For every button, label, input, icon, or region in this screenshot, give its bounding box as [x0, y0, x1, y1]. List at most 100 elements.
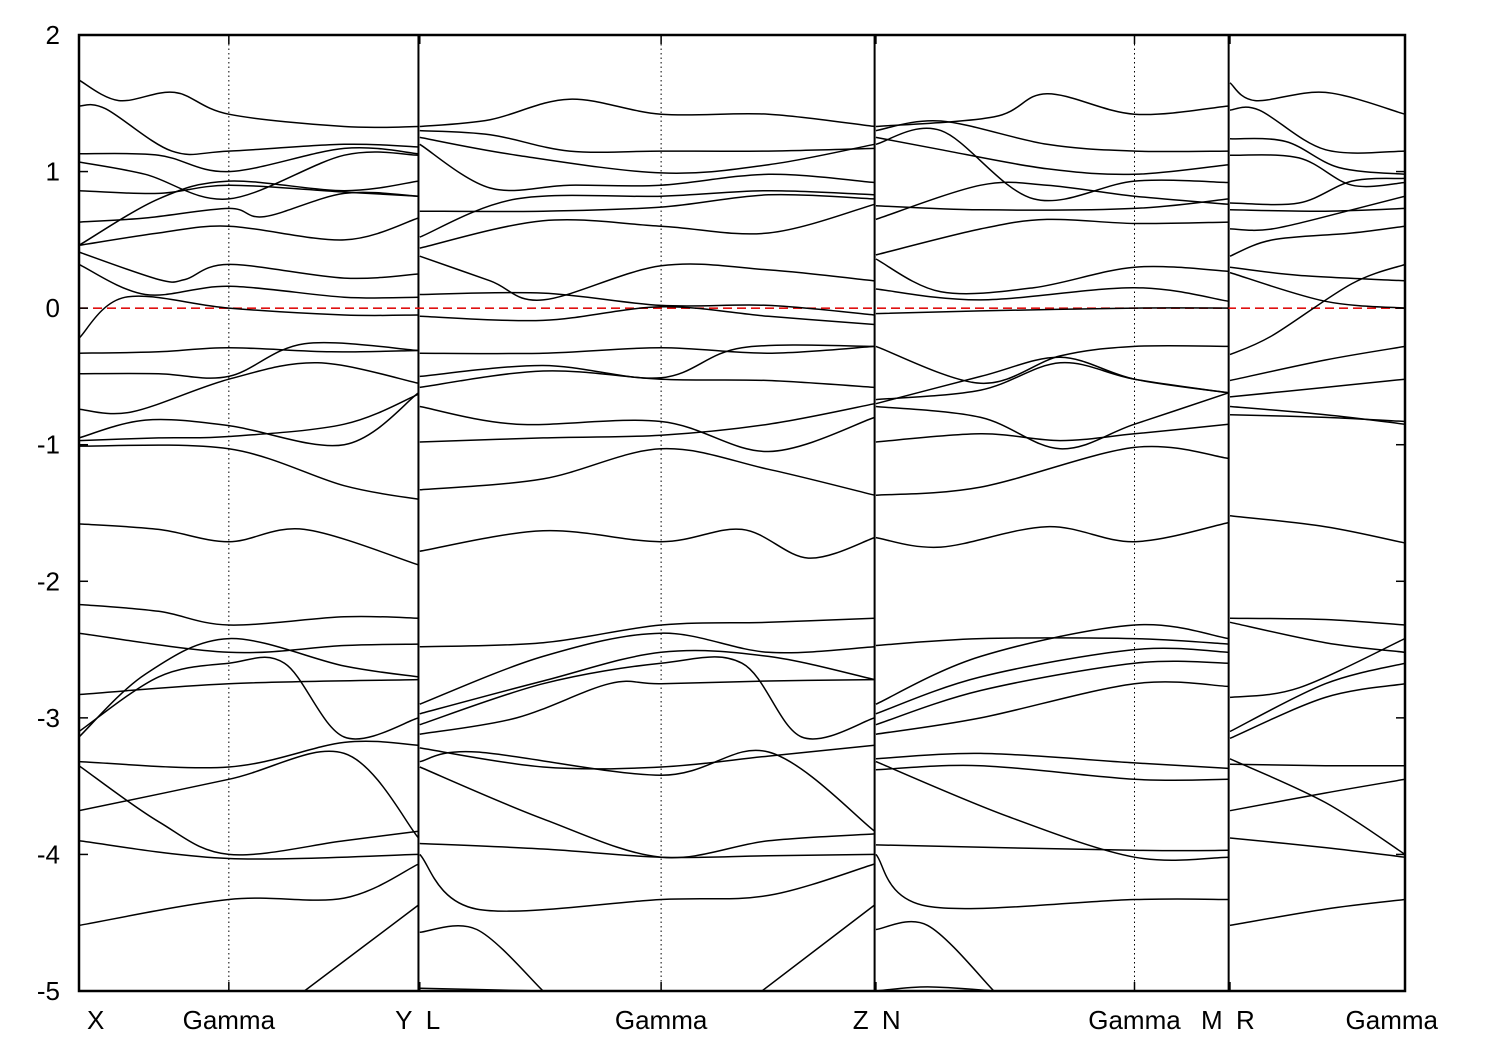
band-line	[1229, 763, 1405, 767]
y-tick-label: 2	[46, 20, 60, 50]
band-line	[1229, 207, 1405, 212]
band-line	[1229, 662, 1405, 733]
band-line	[875, 920, 995, 991]
band-line	[79, 147, 419, 173]
band-line	[1229, 345, 1405, 382]
band-line	[79, 603, 419, 626]
band-line	[875, 136, 1229, 176]
band-line	[79, 444, 419, 501]
x-tick-label: L	[426, 1005, 440, 1035]
band-line	[419, 528, 875, 559]
band-line	[875, 119, 1229, 153]
band-line	[419, 129, 875, 154]
x-tick-label: X	[87, 1005, 104, 1035]
band-line	[875, 127, 1229, 202]
y-tick-label: 1	[46, 157, 60, 187]
band-line	[79, 765, 419, 856]
band-line	[1229, 837, 1405, 858]
band-line	[1229, 263, 1405, 356]
y-tick-label: -1	[37, 430, 60, 460]
band-line	[79, 341, 419, 379]
band-line	[875, 637, 1229, 647]
x-tick-label: Gamma	[1088, 1005, 1181, 1035]
band-line	[1229, 621, 1405, 654]
band-line	[419, 306, 875, 326]
band-line	[875, 760, 1229, 861]
band-line	[875, 623, 1229, 705]
band-line	[79, 362, 419, 415]
band-line	[1229, 898, 1405, 927]
band-line	[419, 678, 875, 735]
band-line	[419, 255, 875, 301]
band-line	[419, 447, 875, 496]
x-tick-label: Gamma	[615, 1005, 708, 1035]
band-line	[79, 263, 419, 299]
band-line	[303, 904, 419, 991]
band-line	[1229, 266, 1405, 282]
band-line	[875, 681, 1229, 735]
band-line	[1229, 195, 1405, 232]
x-tick-label: N	[882, 1005, 901, 1035]
band-line	[1229, 225, 1405, 257]
band-line	[79, 151, 419, 200]
band-line	[875, 392, 1229, 450]
band-line	[79, 863, 419, 927]
symmetry-gridlines	[228, 35, 1135, 991]
band-line	[419, 766, 875, 859]
band-line	[1229, 106, 1405, 154]
band-line	[1229, 682, 1405, 739]
band-line	[419, 193, 875, 213]
band-line	[419, 853, 875, 912]
band-line	[1229, 413, 1405, 423]
band-line	[419, 842, 875, 859]
band-line	[419, 98, 875, 128]
band-line	[79, 392, 419, 447]
band-line	[419, 189, 875, 238]
x-tick-label: Y	[395, 1005, 412, 1035]
x-tick-label: Gamma	[183, 1005, 276, 1035]
band-line	[1229, 82, 1405, 115]
band-segment-4	[1229, 82, 1405, 927]
band-line	[419, 617, 875, 648]
band-line	[1229, 177, 1405, 206]
band-line	[875, 647, 1229, 715]
band-line	[1229, 405, 1405, 425]
plot-frame	[77, 33, 1407, 993]
band-line	[875, 423, 1229, 443]
band-line	[79, 637, 419, 738]
band-line	[875, 286, 1229, 303]
band-line	[419, 405, 875, 453]
band-line	[419, 370, 875, 389]
band-line	[419, 143, 875, 192]
x-tick-label: M	[1201, 1005, 1223, 1035]
band-line	[79, 346, 419, 354]
band-line	[79, 393, 419, 442]
band-line	[419, 203, 875, 249]
band-line	[79, 103, 419, 156]
band-line	[875, 660, 1229, 726]
band-line	[761, 904, 876, 991]
band-line	[419, 656, 875, 740]
band-line	[79, 295, 419, 339]
band-line	[875, 445, 1229, 496]
band-line	[419, 344, 875, 379]
band-line	[875, 258, 1229, 295]
x-tick-label: Gamma	[1346, 1005, 1439, 1035]
y-tick-label: -4	[37, 839, 60, 869]
band-line	[79, 656, 419, 740]
band-line	[1229, 137, 1405, 176]
band-lines	[79, 79, 1405, 991]
band-line	[419, 632, 875, 705]
band-line	[419, 649, 875, 715]
x-tick-label: R	[1236, 1005, 1255, 1035]
band-segment-3	[875, 92, 1229, 991]
band-line	[1229, 378, 1405, 398]
band-line	[875, 521, 1229, 549]
band-line	[875, 361, 1229, 401]
band-line	[419, 402, 875, 443]
band-line	[875, 307, 1229, 315]
y-tick-label: -3	[37, 703, 60, 733]
x-tick-label: Z	[853, 1005, 869, 1035]
band-line	[79, 632, 419, 654]
